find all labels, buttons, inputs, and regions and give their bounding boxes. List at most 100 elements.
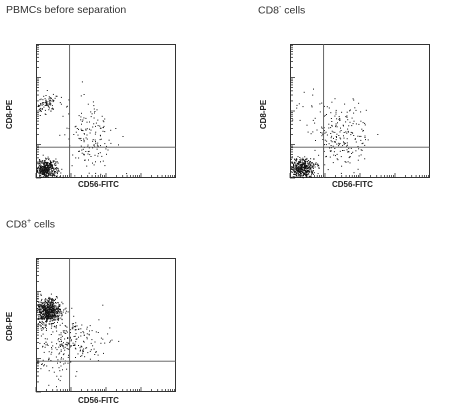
event-dot [46,310,48,312]
event-dot [312,131,314,133]
event-dot [49,103,51,104]
event-dot [40,174,42,176]
event-dot [340,138,342,140]
event-dot [39,172,41,174]
event-dot [94,139,96,141]
event-dot [73,315,75,317]
event-dot [54,309,56,311]
event-dot [47,164,49,166]
event-dot [54,309,56,311]
event-dot [86,328,88,330]
event-dot [42,176,44,178]
event-dot [47,306,49,308]
event-dot [46,318,48,320]
event-dot [330,127,332,129]
event-dot [52,167,54,169]
event-dot [42,302,44,304]
event-dot [44,302,46,304]
points-group [36,81,128,179]
event-dot [47,301,49,303]
event-dot [301,165,303,167]
event-dot [340,156,342,158]
event-dot [40,168,42,170]
event-dot [89,132,91,134]
event-dot [310,170,312,172]
event-dot [39,115,41,116]
event-dot [86,347,88,349]
event-dot [41,161,43,163]
event-dot [84,133,85,135]
event-dot [323,105,325,107]
event-dot [313,173,314,175]
event-dot [295,164,297,166]
event-dot [63,353,65,355]
event-dot [47,162,49,164]
event-dot [355,150,357,152]
event-dot [67,311,69,313]
event-dot [293,167,295,169]
event-dot [58,170,60,172]
event-dot [71,165,73,167]
event-dot [338,118,340,120]
event-dot [304,170,306,172]
event-dot [39,161,41,163]
event-dot [81,130,83,131]
event-dot [37,318,39,320]
event-dot [358,148,360,150]
event-dot [48,351,50,353]
event-dot [310,165,312,167]
event-dot [365,139,366,141]
event-dot [75,348,77,350]
event-dot [311,171,313,173]
event-dot [53,160,55,162]
event-dot [93,164,95,166]
event-dot [294,174,296,176]
event-dot [331,135,333,137]
event-dot [61,301,63,303]
event-dot [296,172,297,174]
event-dot [51,305,53,307]
event-dot [42,311,44,313]
plot-frame [36,258,176,392]
event-dot [106,145,107,147]
event-dot [336,143,338,145]
event-dot [360,139,362,141]
event-dot [41,312,42,314]
event-dot [346,115,348,117]
plot-frame [36,44,176,178]
event-dot [335,124,337,126]
event-dot [40,165,42,167]
event-dot [66,343,68,345]
event-dot [302,167,304,169]
event-dot [44,168,45,170]
event-dot [95,172,97,174]
event-dot [48,104,50,106]
event-dot [41,321,43,322]
event-dot [43,308,44,310]
event-dot [302,157,304,159]
event-dot [301,173,302,175]
event-dot [60,334,62,336]
event-dot [44,309,46,311]
event-dot [51,323,53,325]
event-dot [61,357,62,359]
event-dot [40,368,42,370]
event-dot [102,127,104,128]
event-dot [45,163,47,165]
event-dot [94,341,96,343]
event-dot [334,131,336,133]
event-dot [51,312,53,313]
event-dot [52,107,53,109]
event-dot [74,175,76,177]
event-dot [64,325,66,327]
event-dot [295,168,297,170]
event-dot [57,316,59,317]
event-dot [354,138,356,140]
event-dot [45,310,46,312]
event-dot [304,156,306,158]
event-dot [343,141,344,143]
event-dot [364,137,366,138]
event-dot [60,332,62,334]
event-dot [300,167,302,169]
event-dot [47,317,48,319]
